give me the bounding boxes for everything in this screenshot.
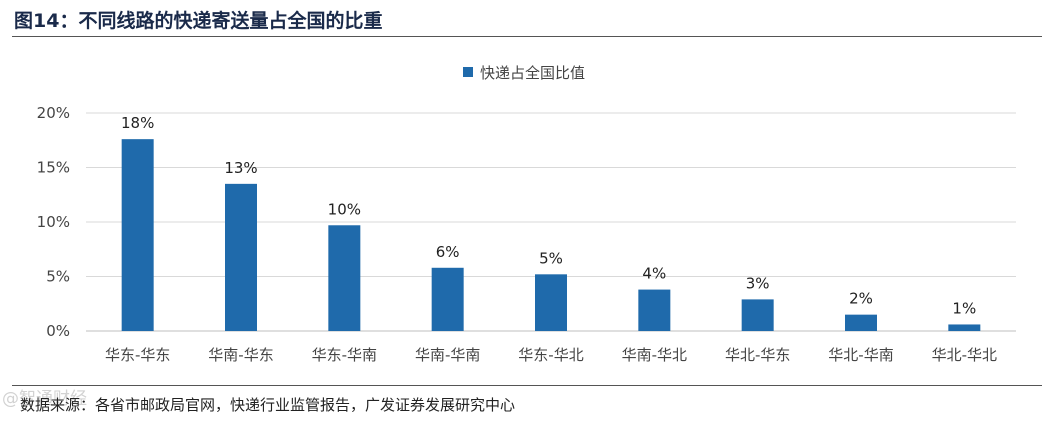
x-tick-label: 华北-华北 — [932, 346, 997, 364]
bar — [741, 299, 774, 331]
data-label: 13% — [224, 159, 257, 177]
bars — [121, 139, 981, 331]
x-tick-label: 华东-华北 — [518, 346, 583, 364]
data-label: 2% — [849, 290, 873, 308]
x-tick-label: 华北-华东 — [725, 346, 790, 364]
data-label: 18% — [121, 114, 154, 132]
bar — [638, 289, 671, 331]
title-divider — [12, 36, 1042, 37]
y-tick-label: 20% — [37, 104, 70, 122]
legend-swatch — [463, 67, 473, 77]
x-tick-label: 华南-华北 — [622, 346, 687, 364]
x-tick-label: 华南-华南 — [415, 346, 480, 364]
data-label: 6% — [436, 243, 460, 261]
y-axis-ticks: 0% 5% 10% 15% 20% — [37, 104, 70, 340]
bar — [535, 274, 567, 331]
source-divider — [12, 385, 1042, 386]
x-tick-label: 华东-华东 — [105, 346, 170, 364]
legend-label: 快递占全国比值 — [480, 64, 585, 82]
y-tick-label: 15% — [37, 159, 70, 177]
x-tick-label: 华东-华南 — [312, 346, 377, 364]
bar — [431, 267, 464, 331]
bar — [121, 139, 154, 331]
y-tick-label: 10% — [37, 213, 70, 231]
watermark: @智通财经 — [2, 389, 87, 409]
legend: 快递占全国比值 — [463, 64, 585, 82]
x-tick-label: 华南-华东 — [208, 346, 273, 364]
data-label: 10% — [328, 200, 361, 218]
bar — [225, 183, 257, 331]
source-note: 数据来源：各省市邮政局官网，快递行业监管报告，广发证券发展研究中心 — [20, 396, 516, 414]
bar — [845, 314, 877, 331]
data-label: 4% — [642, 265, 666, 283]
x-tick-label: 华北-华南 — [828, 346, 893, 364]
x-axis-labels: 华东-华东 华南-华东 华东-华南 华南-华南 华东-华北 华南-华北 华北-华东 华北-华南… — [105, 346, 997, 364]
y-tick-label: 5% — [46, 268, 70, 286]
bar — [328, 225, 361, 331]
data-label: 3% — [746, 274, 770, 292]
data-label: 5% — [539, 249, 563, 267]
bar — [948, 324, 981, 331]
data-label: 1% — [952, 299, 976, 317]
data-labels: 18% 13% 10% 6% 5% 4% 3% 2% 1% — [121, 114, 976, 317]
chart-title: 图14：不同线路的快递寄送量占全国的比重 — [14, 10, 383, 32]
y-tick-label: 0% — [46, 322, 70, 340]
